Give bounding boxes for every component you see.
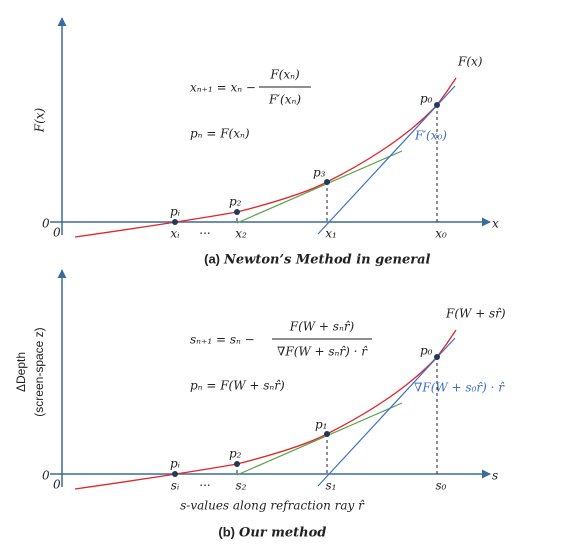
y-axis-label: F(x) [33, 107, 47, 133]
point-label: p₂ [229, 447, 242, 461]
panel-a: F(x) x 0 0 xₙ₊₁ = xₙ − F(xₙ) F′(xₙ) pₙ =… [33, 17, 499, 268]
caption-text: Our method [239, 526, 326, 541]
curve [74, 77, 457, 238]
point [172, 471, 178, 477]
tangent-line [317, 85, 456, 235]
origin-label: 0 [53, 478, 61, 492]
tangent-line [317, 337, 456, 487]
point-label: p₁ [315, 418, 328, 432]
point [434, 102, 440, 108]
x-label: s₁ [326, 479, 337, 493]
equation-lhs: sₙ₊₁ = sₙ − [190, 333, 255, 347]
x-label: x₀ [435, 227, 447, 241]
x-label: sᵢ [171, 479, 180, 493]
tangent-line [236, 402, 403, 476]
point [234, 209, 240, 215]
origin-label: 0 [53, 226, 61, 240]
x-axis-label: s [492, 469, 498, 483]
origin-label: 0 [42, 469, 50, 483]
caption-text: Newton’s Method in general [223, 253, 431, 268]
equation-lhs: xₙ₊₁ = xₙ − [190, 81, 256, 95]
point-label: p₃ [313, 166, 326, 180]
point [324, 179, 330, 185]
caption-label: (b) [218, 524, 235, 539]
x-description: s-values along refraction ray r̂ [180, 499, 365, 513]
panel-b: ΔDepth (screen-space z) s 0 0 sₙ₊₁ = sₙ … [14, 269, 506, 541]
x-axis-label: x [492, 217, 499, 231]
tangent-line [236, 150, 403, 224]
y-axis-label: ΔDepth [14, 352, 28, 392]
equation-numerator: F(W + sₙr̂) [289, 320, 355, 334]
point [434, 354, 440, 360]
equation-numerator: F(xₙ) [269, 68, 300, 82]
point [172, 219, 178, 225]
equation-denominator: F′(xₙ) [268, 93, 301, 107]
x-label: xᵢ [170, 227, 180, 241]
x-label: s₀ [436, 479, 447, 493]
curve-label: F(W + sr̂) [445, 307, 506, 321]
x-label: s₂ [236, 479, 247, 493]
point [234, 461, 240, 467]
y-axis-label: (screen-space z) [32, 327, 46, 416]
tangent-label: ∇F(W + s₀r̂) · r̂ [414, 381, 505, 395]
curve [74, 329, 457, 490]
origin-label: 0 [42, 217, 50, 231]
caption-label: (a) [204, 251, 220, 266]
point-label: p₂ [229, 195, 242, 209]
x-label: x₂ [235, 227, 247, 241]
x-label: ··· [199, 227, 210, 241]
point-label: pᵢ [170, 205, 181, 219]
point [324, 431, 330, 437]
point-label: p₀ [420, 344, 433, 358]
curve-label: F(x) [457, 55, 483, 69]
point-equation: pₙ = F(xₙ) [190, 127, 250, 141]
point-label: pᵢ [170, 457, 181, 471]
point-equation: pₙ = F(W + sₙr̂) [190, 379, 285, 393]
equation-denominator: ∇F(W + sₙr̂) · r̂ [277, 345, 368, 359]
x-label: ··· [199, 479, 210, 493]
x-label: x₁ [325, 227, 337, 241]
tangent-label: F′(x₀) [414, 129, 447, 143]
point-label: p₀ [420, 92, 433, 106]
